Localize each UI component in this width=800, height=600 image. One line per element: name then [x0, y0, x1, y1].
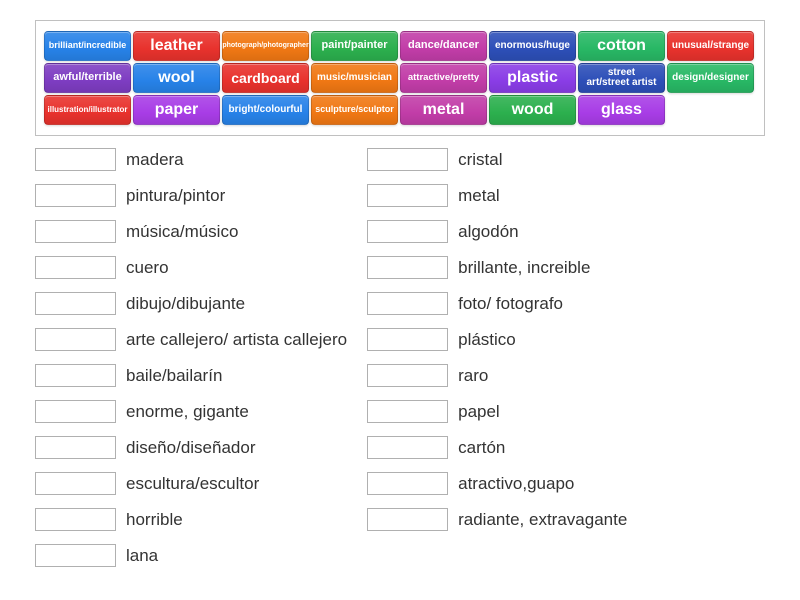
answer-label: lana [126, 546, 158, 566]
answer-row: atractivo,guapo [367, 472, 627, 495]
drop-slot[interactable] [35, 436, 116, 459]
drop-slot[interactable] [367, 400, 448, 423]
word-tile[interactable]: brilliant/incredible [44, 31, 131, 61]
drop-slot[interactable] [35, 148, 116, 171]
answer-row: enorme, gigante [35, 400, 347, 423]
drop-slot[interactable] [35, 400, 116, 423]
answer-row: metal [367, 184, 627, 207]
answer-label: radiante, extravagante [458, 510, 627, 530]
word-tile[interactable]: glass [578, 95, 665, 125]
word-tile[interactable]: music/musician [311, 63, 398, 93]
drop-slot[interactable] [367, 148, 448, 171]
answer-row: radiante, extravagante [367, 508, 627, 531]
drop-slot[interactable] [35, 292, 116, 315]
drop-slot[interactable] [35, 364, 116, 387]
answer-row: foto/ fotografo [367, 292, 627, 315]
answer-row: escultura/escultor [35, 472, 347, 495]
answer-label: cuero [126, 258, 169, 278]
answer-label: horrible [126, 510, 183, 530]
answer-row: plástico [367, 328, 627, 351]
drop-slot[interactable] [35, 184, 116, 207]
answer-label: foto/ fotografo [458, 294, 563, 314]
answer-label: diseño/diseñador [126, 438, 255, 458]
word-tile[interactable]: design/designer [667, 63, 754, 93]
answer-row: dibujo/dibujante [35, 292, 347, 315]
answer-label: música/músico [126, 222, 238, 242]
answer-row: música/músico [35, 220, 347, 243]
answer-label: cartón [458, 438, 505, 458]
word-tile[interactable]: wool [133, 63, 220, 93]
answer-row: diseño/diseñador [35, 436, 347, 459]
drop-slot[interactable] [35, 256, 116, 279]
word-tile[interactable]: enormous/huge [489, 31, 576, 61]
answer-label: madera [126, 150, 184, 170]
answer-row: lana [35, 544, 347, 567]
answer-label: escultura/escultor [126, 474, 259, 494]
answer-row: papel [367, 400, 627, 423]
drop-slot[interactable] [35, 220, 116, 243]
word-tile[interactable]: plastic [489, 63, 576, 93]
drop-slot[interactable] [35, 328, 116, 351]
drop-slot[interactable] [35, 472, 116, 495]
word-tile[interactable]: leather [133, 31, 220, 61]
answer-label: papel [458, 402, 500, 422]
word-tile[interactable]: metal [400, 95, 487, 125]
answer-row: horrible [35, 508, 347, 531]
answer-label: cristal [458, 150, 502, 170]
answer-label: enorme, gigante [126, 402, 249, 422]
word-tile[interactable]: attractive/pretty [400, 63, 487, 93]
word-tile[interactable]: cardboard [222, 63, 309, 93]
answer-label: pintura/pintor [126, 186, 225, 206]
tile-bank: brilliant/incredibleleatherphotograph/ph… [35, 20, 765, 136]
answer-label: plástico [458, 330, 516, 350]
drop-slot[interactable] [35, 508, 116, 531]
answer-row: cristal [367, 148, 627, 171]
answers-area: madera pintura/pintor música/músico cuero di… [35, 148, 765, 567]
answer-row: cartón [367, 436, 627, 459]
word-tile[interactable]: paint/painter [311, 31, 398, 61]
answer-label: arte callejero/ artista callejero [126, 330, 347, 350]
answer-label: brillante, increible [458, 258, 590, 278]
answer-row: madera [35, 148, 347, 171]
answer-label: metal [458, 186, 500, 206]
answer-row: cuero [35, 256, 347, 279]
drop-slot[interactable] [367, 472, 448, 495]
drop-slot[interactable] [367, 220, 448, 243]
left-column: madera pintura/pintor música/músico cuero di… [35, 148, 347, 567]
answer-label: algodón [458, 222, 519, 242]
answer-label: atractivo,guapo [458, 474, 574, 494]
word-tile[interactable]: photograph/photographer [222, 31, 309, 61]
word-tile[interactable]: awful/terrible [44, 63, 131, 93]
answer-row: pintura/pintor [35, 184, 347, 207]
word-tile[interactable]: dance/dancer [400, 31, 487, 61]
answer-row: algodón [367, 220, 627, 243]
word-tile[interactable]: wood [489, 95, 576, 125]
drop-slot[interactable] [367, 328, 448, 351]
drop-slot[interactable] [367, 256, 448, 279]
answer-row: arte callejero/ artista callejero [35, 328, 347, 351]
word-tile[interactable]: cotton [578, 31, 665, 61]
drop-slot[interactable] [367, 436, 448, 459]
drop-slot[interactable] [367, 508, 448, 531]
answer-row: baile/bailarín [35, 364, 347, 387]
drop-slot[interactable] [35, 544, 116, 567]
answer-label: raro [458, 366, 488, 386]
answer-label: baile/bailarín [126, 366, 222, 386]
word-tile[interactable]: paper [133, 95, 220, 125]
answer-label: dibujo/dibujante [126, 294, 245, 314]
answer-row: raro [367, 364, 627, 387]
answer-row: brillante, increible [367, 256, 627, 279]
word-tile[interactable]: bright/colourful [222, 95, 309, 125]
word-tile[interactable]: illustration/illustrator [44, 95, 131, 125]
drop-slot[interactable] [367, 184, 448, 207]
word-tile[interactable]: unusual/strange [667, 31, 754, 61]
drop-slot[interactable] [367, 292, 448, 315]
right-column: cristal metal algodón brillante, increible f… [367, 148, 627, 567]
word-tile[interactable]: sculpture/sculptor [311, 95, 398, 125]
drop-slot[interactable] [367, 364, 448, 387]
word-tile[interactable]: streetart/street artist [578, 63, 665, 93]
